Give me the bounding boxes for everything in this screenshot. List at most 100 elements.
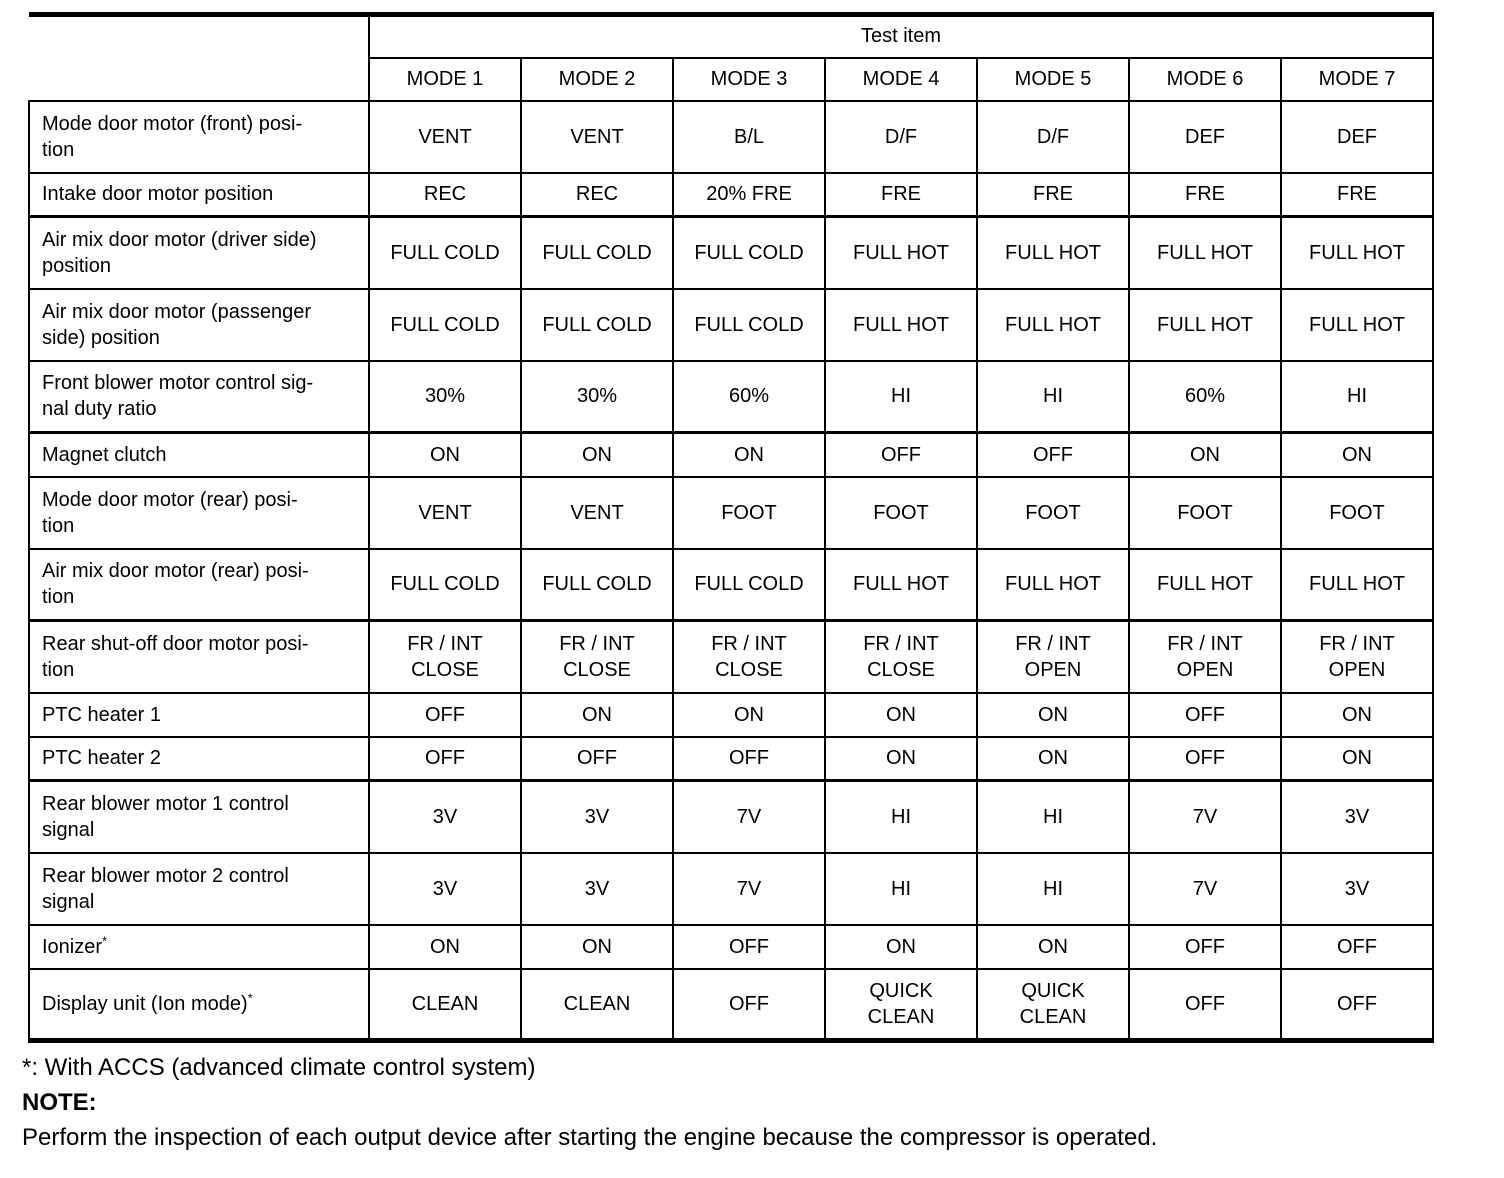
value-cell-mode-6: FULL HOT [1128,287,1282,362]
table-row: Mode door motor (rear) posi- tion VENT VEN… [28,475,1434,550]
value-cell-mode-3: ON [672,431,826,478]
value-cell-mode-6: DEF [1128,99,1282,174]
footnote-marker: * [247,990,253,1006]
value-cell-mode-3: FULL COLD [672,215,826,290]
value-cell-mode-7: FOOT [1280,475,1434,550]
row-label-text: Intake door motor position [42,183,274,206]
row-label-text: Front blower motor control sig- nal duty… [42,372,314,421]
value-cell-mode-1: REC [368,171,522,218]
table-row: Front blower motor control sig- nal duty… [28,359,1434,434]
row-label: Air mix door motor (passenger side) posi… [28,287,370,362]
value-cell-mode-5: HI [976,851,1130,926]
value-cell-mode-2: OFF [520,735,674,782]
value-cell-mode-5: FULL HOT [976,287,1130,362]
active-test-table: Test item MODE 1 MODE 2 MODE 3 MODE 4 MO… [28,12,1434,1043]
value-cell-mode-1: ON [368,431,522,478]
value-cell-mode-4: FULL HOT [824,287,978,362]
value-cell-mode-1: ON [368,923,522,970]
table-row: Ionizer* ON ON OFF ON ON OFF OFF [28,923,1434,970]
row-label-text: Air mix door motor (passenger side) posi… [42,300,311,349]
value-cell-mode-7: FRE [1280,171,1434,218]
value-cell-mode-1: 3V [368,851,522,926]
value-cell-mode-1: FULL COLD [368,547,522,622]
row-label-text: PTC heater 2 [42,747,161,770]
value-cell-mode-2: FULL COLD [520,547,674,622]
test-table-body: Mode door motor (front) posi- tion VENT VE… [28,99,1434,1043]
value-cell-mode-5: ON [976,923,1130,970]
value-cell-mode-7: OFF [1280,923,1434,970]
value-cell-mode-4: FR / INT CLOSE [824,619,978,694]
value-cell-mode-2: REC [520,171,674,218]
value-cell-mode-4: HI [824,851,978,926]
value-cell-mode-5: OFF [976,431,1130,478]
value-cell-mode-2: ON [520,431,674,478]
value-cell-mode-3: FOOT [672,475,826,550]
value-cell-mode-2: VENT [520,475,674,550]
value-cell-mode-7: FULL HOT [1280,287,1434,362]
value-cell-mode-2: ON [520,691,674,738]
value-cell-mode-7: OFF [1280,967,1434,1043]
row-label-text: Mode door motor (front) posi- tion [42,112,303,161]
value-cell-mode-6: 7V [1128,851,1282,926]
value-cell-mode-4: ON [824,691,978,738]
value-cell-mode-7: FULL HOT [1280,215,1434,290]
row-label: Air mix door motor (rear) posi- tion [28,547,370,622]
value-cell-mode-6: OFF [1128,967,1282,1043]
value-cell-mode-3: 20% FRE [672,171,826,218]
value-cell-mode-5: FRE [976,171,1130,218]
value-cell-mode-4: FOOT [824,475,978,550]
mode-column-header-4: MODE 4 [824,56,978,102]
row-label: Air mix door motor (driver side) positio… [28,215,370,290]
value-cell-mode-4: HI [824,779,978,854]
value-cell-mode-3: 60% [672,359,826,434]
row-label: PTC heater 1 [28,691,370,738]
value-cell-mode-4: FULL HOT [824,215,978,290]
value-cell-mode-4: FULL HOT [824,547,978,622]
value-cell-mode-2: ON [520,923,674,970]
note-label: NOTE: [22,1089,97,1116]
value-cell-mode-4: ON [824,923,978,970]
table-row: Display unit (Ion mode)* CLEAN CLEAN OFF QUI… [28,967,1434,1043]
value-cell-mode-6: FRE [1128,171,1282,218]
row-label-text: Display unit (Ion mode) [42,992,248,1015]
value-cell-mode-1: FR / INT CLOSE [368,619,522,694]
test-item-header: Test item [368,12,1434,59]
table-row: Magnet clutch ON ON ON OFF OFF ON ON [28,431,1434,478]
value-cell-mode-6: FR / INT OPEN [1128,619,1282,694]
value-cell-mode-2: 3V [520,851,674,926]
value-cell-mode-4: OFF [824,431,978,478]
row-label: Mode door motor (front) posi- tion [28,99,370,174]
table-row: PTC heater 2 OFF OFF OFF ON ON OFF ON [28,735,1434,782]
value-cell-mode-1: OFF [368,691,522,738]
value-cell-mode-4: FRE [824,171,978,218]
value-cell-mode-4: D/F [824,99,978,174]
value-cell-mode-2: FULL COLD [520,215,674,290]
value-cell-mode-1: VENT [368,99,522,174]
value-cell-mode-6: FULL HOT [1128,547,1282,622]
value-cell-mode-7: DEF [1280,99,1434,174]
corner-cell [29,12,370,102]
value-cell-mode-7: 3V [1280,779,1434,854]
value-cell-mode-2: 30% [520,359,674,434]
value-cell-mode-6: FOOT [1128,475,1282,550]
value-cell-mode-7: FULL HOT [1280,547,1434,622]
mode-column-header-6: MODE 6 [1128,56,1282,102]
value-cell-mode-6: ON [1128,431,1282,478]
row-label: Ionizer* [28,923,370,970]
footer-notes: *: With ACCS (advanced climate control s… [22,1050,1482,1155]
mode-column-header-2: MODE 2 [520,56,674,102]
row-label: Front blower motor control sig- nal duty… [28,359,370,434]
value-cell-mode-1: VENT [368,475,522,550]
value-cell-mode-3: 7V [672,779,826,854]
value-cell-mode-1: OFF [368,735,522,782]
value-cell-mode-2: 3V [520,779,674,854]
value-cell-mode-1: FULL COLD [368,215,522,290]
value-cell-mode-3: ON [672,691,826,738]
table-row: Air mix door motor (driver side) positio… [28,215,1434,290]
value-cell-mode-7: ON [1280,691,1434,738]
value-cell-mode-1: CLEAN [368,967,522,1043]
value-cell-mode-6: OFF [1128,923,1282,970]
table-row: PTC heater 1 OFF ON ON ON ON OFF ON [28,691,1434,738]
row-label-text: Rear shut-off door motor posi- tion [42,632,309,681]
table-row: Air mix door motor (rear) posi- tion FULL… [28,547,1434,622]
